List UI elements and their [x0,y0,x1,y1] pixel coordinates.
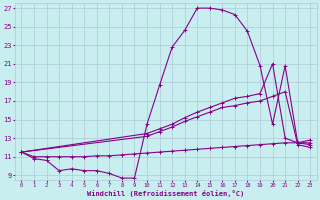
X-axis label: Windchill (Refroidissement éolien,°C): Windchill (Refroidissement éolien,°C) [87,190,244,197]
